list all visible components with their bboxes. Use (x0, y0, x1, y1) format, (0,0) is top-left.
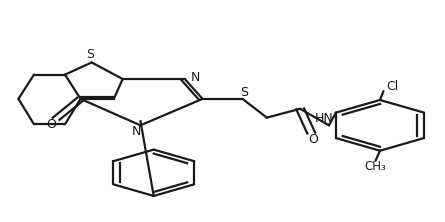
Text: CH₃: CH₃ (364, 160, 386, 173)
Text: S: S (240, 86, 248, 99)
Text: S: S (86, 48, 94, 61)
Text: O: O (308, 133, 318, 146)
Text: N: N (191, 71, 201, 84)
Text: Cl: Cl (386, 80, 399, 93)
Text: HN: HN (315, 112, 334, 125)
Text: N: N (132, 125, 142, 138)
Text: O: O (46, 118, 56, 131)
